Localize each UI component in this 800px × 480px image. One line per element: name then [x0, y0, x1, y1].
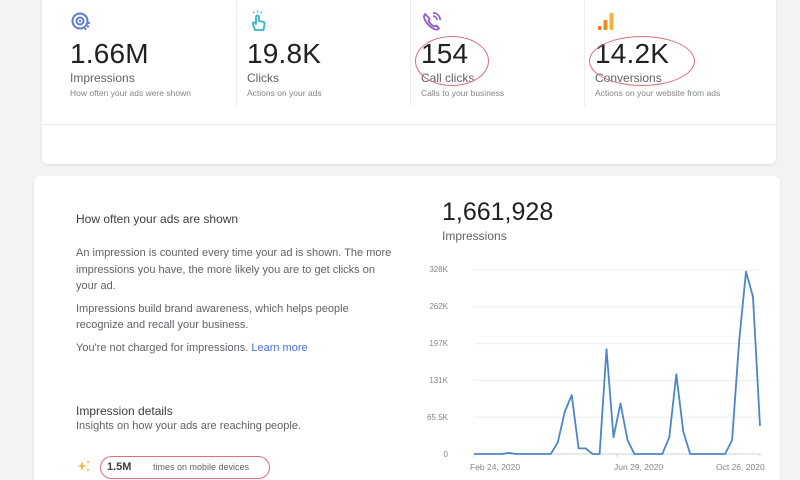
metric-label: Clicks: [247, 71, 279, 85]
metric-label: Impressions: [70, 71, 135, 85]
y-tick-label: 262K: [429, 302, 448, 311]
summary-card: 1.66M Impressions How often your ads wer…: [42, 0, 776, 164]
impression-details: Impression details Insights on how your …: [76, 404, 396, 479]
metric-description: Calls to your business: [421, 88, 505, 98]
metric-description: How often your ads were shown: [70, 88, 191, 98]
metric-conversions[interactable]: 14.2K Conversions Actions on your websit…: [584, 0, 758, 106]
detail-text: times on mobile devices: [153, 462, 250, 472]
info-text: You're not charged for impressions.: [76, 341, 249, 354]
section-title: How often your ads are shown: [76, 212, 239, 226]
tap-hand-icon: [252, 10, 266, 31]
details-title: Impression details: [76, 404, 173, 418]
x-tick-label: Oct 26, 2020: [716, 462, 765, 472]
metric-clicks[interactable]: 19.8K Clicks Actions on your ads: [236, 0, 410, 106]
detail-value: 1.5M: [107, 461, 132, 473]
chart-header: 1,661,928 Impressions: [442, 198, 553, 243]
impressions-info: How often your ads are shown An impressi…: [76, 212, 396, 362]
metric-value: 1.66M: [70, 38, 149, 69]
total-impressions: 1,661,928: [442, 198, 554, 226]
metric-description: Actions on your website from ads: [595, 88, 721, 98]
metric-value: 19.8K: [247, 38, 322, 69]
y-tick-label: 0: [443, 450, 448, 459]
detail-item: 1.5M times on mobile devices: [76, 456, 336, 479]
impressions-series-line: [474, 270, 761, 455]
highlight-circle: [589, 36, 695, 86]
metric-call-clicks[interactable]: 154 Call clicks Calls to your business: [410, 0, 584, 106]
details-subtitle: Insights on how your ads are reaching pe…: [76, 420, 302, 432]
chart-plot: [473, 269, 761, 457]
y-tick-label: 65.5K: [427, 413, 448, 422]
metric-impressions[interactable]: 1.66M Impressions How often your ads wer…: [62, 0, 236, 106]
info-paragraph: Impressions build brand awareness, which…: [76, 302, 349, 332]
y-tick-label: 131K: [429, 376, 448, 385]
phone-ringing-icon: [423, 12, 441, 31]
metric-description: Actions on your ads: [247, 88, 322, 98]
x-tick-label: Jun 29, 2020: [614, 462, 664, 472]
learn-more-link[interactable]: Learn more: [251, 341, 308, 354]
metrics-row: 1.66M Impressions How often your ads wer…: [62, 0, 762, 110]
impressions-line-chart[interactable]: 328K 262K 197K 131K 65.5K 0 Feb 24, 2020…: [427, 258, 765, 478]
x-tick-label: Feb 24, 2020: [470, 462, 521, 472]
info-paragraph: You're not charged for impressions. Lear…: [76, 340, 396, 357]
highlight-circle: [415, 36, 489, 86]
y-tick-label: 197K: [429, 339, 448, 348]
total-label: Impressions: [442, 229, 507, 243]
sparkle-icon: [77, 461, 89, 471]
y-tick-label: 328K: [429, 265, 448, 274]
impressions-card: How often your ads are shown An impressi…: [34, 176, 780, 480]
card-divider: [42, 124, 776, 125]
eye-icon: [71, 12, 91, 31]
info-paragraph: An impression is counted every time your…: [76, 247, 392, 292]
page-background: [0, 0, 34, 480]
bar-signal-icon: [598, 13, 614, 30]
mobile-devices-pill: 1.5M times on mobile devices: [100, 456, 270, 479]
